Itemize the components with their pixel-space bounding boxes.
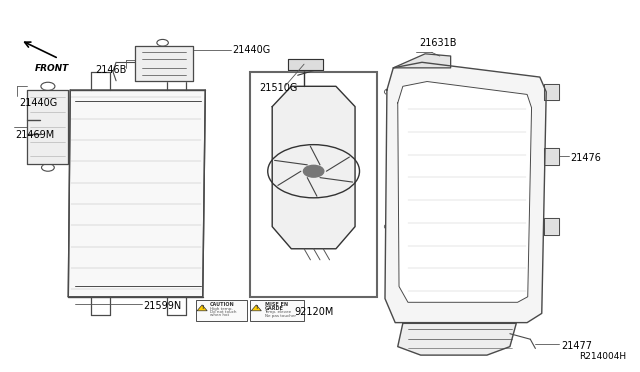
Bar	[250, 71, 378, 297]
Text: 21477: 21477	[561, 340, 592, 350]
Text: Temp. elevee: Temp. elevee	[264, 310, 292, 314]
Polygon shape	[288, 59, 323, 70]
Text: Do not touch: Do not touch	[210, 310, 236, 314]
Text: 21599N: 21599N	[143, 301, 182, 311]
Text: 2146B: 2146B	[96, 65, 127, 75]
Text: FRONT: FRONT	[35, 64, 70, 73]
Polygon shape	[397, 81, 532, 302]
Bar	[196, 301, 246, 321]
Polygon shape	[385, 62, 546, 323]
Polygon shape	[544, 218, 559, 235]
Polygon shape	[397, 323, 516, 355]
Polygon shape	[135, 46, 193, 81]
Text: 92120M: 92120M	[294, 307, 333, 317]
Text: !: !	[201, 305, 204, 310]
Text: 21476: 21476	[570, 153, 602, 163]
Polygon shape	[27, 90, 68, 164]
Circle shape	[303, 165, 324, 177]
Text: 21469M: 21469M	[15, 130, 54, 140]
Text: 21440G: 21440G	[19, 98, 58, 108]
Polygon shape	[544, 84, 559, 100]
Text: GARDE: GARDE	[264, 306, 284, 311]
Polygon shape	[272, 86, 355, 249]
Text: High temp.: High temp.	[210, 307, 232, 311]
Text: Ne pas toucher: Ne pas toucher	[264, 314, 296, 318]
Text: R214004H: R214004H	[579, 352, 626, 361]
Polygon shape	[394, 54, 451, 68]
Text: CAUTION: CAUTION	[210, 302, 234, 307]
Bar	[250, 301, 304, 321]
Text: when hot: when hot	[210, 313, 229, 317]
Polygon shape	[197, 305, 207, 311]
Text: 21440G: 21440G	[233, 45, 271, 55]
Polygon shape	[251, 305, 261, 311]
Text: 21510G: 21510G	[259, 83, 298, 93]
Polygon shape	[544, 148, 559, 164]
Text: !: !	[255, 305, 257, 310]
Text: 21631B: 21631B	[419, 38, 456, 48]
Polygon shape	[68, 90, 205, 297]
Text: MISE EN: MISE EN	[264, 302, 288, 307]
